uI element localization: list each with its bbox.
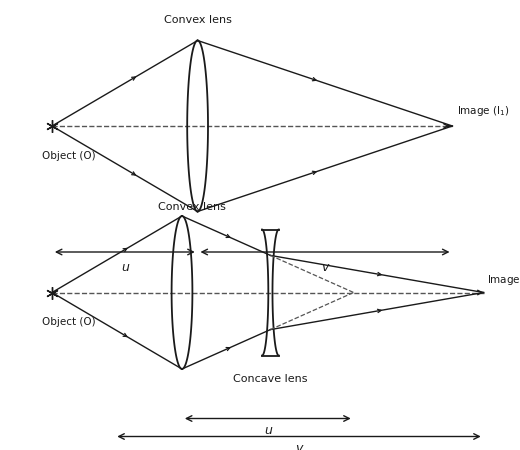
Text: Object (O): Object (O) xyxy=(42,317,95,327)
Text: Image (I$_1$): Image (I$_1$) xyxy=(457,104,509,118)
Text: Object (O): Object (O) xyxy=(42,151,95,161)
Text: v: v xyxy=(295,442,303,450)
Text: v: v xyxy=(321,261,329,274)
Text: Image (I$_2$): Image (I$_2$) xyxy=(487,273,520,287)
Text: u: u xyxy=(264,424,272,437)
Text: Convex lens: Convex lens xyxy=(164,15,231,25)
Text: Convex lens: Convex lens xyxy=(159,202,226,211)
Text: u: u xyxy=(121,261,129,274)
Text: Concave lens: Concave lens xyxy=(233,374,308,383)
